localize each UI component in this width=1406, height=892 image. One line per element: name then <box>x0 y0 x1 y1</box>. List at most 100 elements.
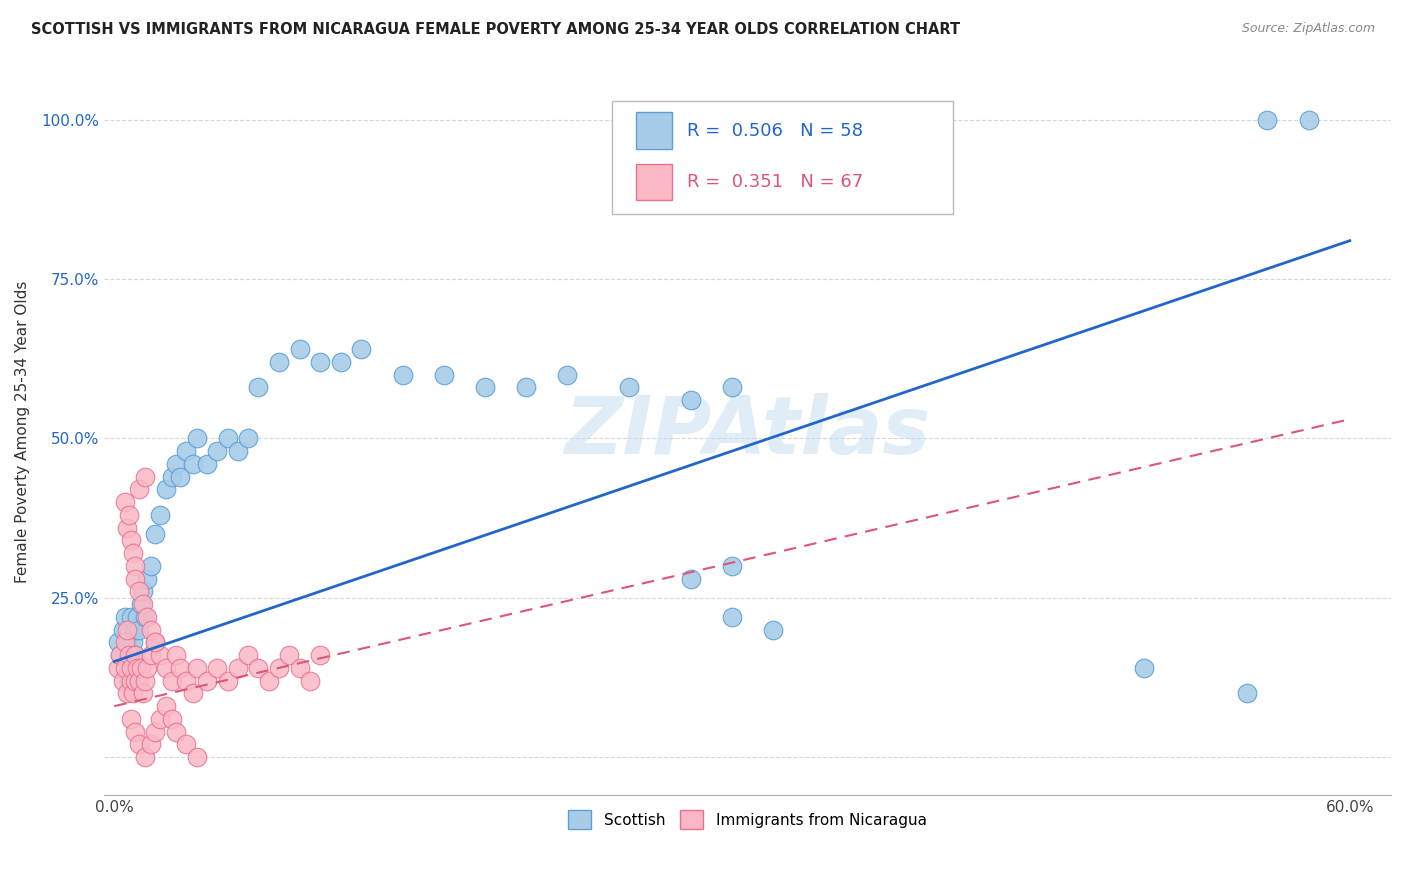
Point <box>124 724 146 739</box>
Point <box>350 342 373 356</box>
Point <box>176 738 198 752</box>
Point <box>120 673 142 688</box>
Text: R =  0.506   N = 58: R = 0.506 N = 58 <box>688 121 863 139</box>
Point <box>124 648 146 662</box>
Point <box>195 673 218 688</box>
Point <box>1236 686 1258 700</box>
Text: Source: ZipAtlas.com: Source: ZipAtlas.com <box>1241 22 1375 36</box>
Point <box>236 648 259 662</box>
Point <box>236 431 259 445</box>
Point <box>679 393 702 408</box>
Text: SCOTTISH VS IMMIGRANTS FROM NICARAGUA FEMALE POVERTY AMONG 25-34 YEAR OLDS CORRE: SCOTTISH VS IMMIGRANTS FROM NICARAGUA FE… <box>31 22 960 37</box>
Point <box>115 655 138 669</box>
Point <box>121 546 143 560</box>
Point <box>267 661 290 675</box>
Point <box>278 648 301 662</box>
Point <box>128 483 150 497</box>
Point <box>120 533 142 548</box>
Point <box>145 527 167 541</box>
Point <box>136 610 159 624</box>
Point <box>114 661 136 675</box>
Point <box>165 648 187 662</box>
FancyBboxPatch shape <box>636 164 672 201</box>
Point <box>114 495 136 509</box>
Point <box>128 623 150 637</box>
Point <box>107 661 129 675</box>
Point <box>195 457 218 471</box>
Point <box>155 699 177 714</box>
Point <box>141 648 163 662</box>
Point <box>118 623 141 637</box>
Point <box>136 661 159 675</box>
Point <box>129 597 152 611</box>
Point <box>155 661 177 675</box>
Point <box>762 623 785 637</box>
Point <box>125 610 148 624</box>
Point <box>134 469 156 483</box>
Point <box>115 520 138 534</box>
Point <box>111 623 134 637</box>
Point <box>165 724 187 739</box>
Point <box>134 610 156 624</box>
Point <box>121 686 143 700</box>
Point <box>118 508 141 522</box>
Point <box>120 661 142 675</box>
Point <box>160 712 183 726</box>
Point <box>115 686 138 700</box>
Point <box>132 584 155 599</box>
Point <box>141 738 163 752</box>
Point <box>136 572 159 586</box>
Point <box>181 457 204 471</box>
Point <box>207 661 229 675</box>
Point <box>129 661 152 675</box>
Text: R =  0.351   N = 67: R = 0.351 N = 67 <box>688 173 863 192</box>
Point <box>226 444 249 458</box>
Point <box>114 661 136 675</box>
Point <box>124 623 146 637</box>
Point <box>125 661 148 675</box>
FancyBboxPatch shape <box>613 101 953 214</box>
Point <box>207 444 229 458</box>
Point <box>120 648 142 662</box>
Point <box>134 673 156 688</box>
Point <box>217 673 239 688</box>
Point <box>617 380 640 394</box>
Point <box>1298 112 1320 127</box>
Point <box>309 648 332 662</box>
Point <box>128 738 150 752</box>
Point <box>145 635 167 649</box>
Point <box>721 558 744 573</box>
Text: ZIPAtlas: ZIPAtlas <box>564 393 931 471</box>
Point <box>721 610 744 624</box>
Point <box>124 558 146 573</box>
Point <box>115 623 138 637</box>
FancyBboxPatch shape <box>636 112 672 149</box>
Point <box>298 673 321 688</box>
Point <box>391 368 413 382</box>
Point <box>267 355 290 369</box>
Point <box>141 623 163 637</box>
Point <box>132 686 155 700</box>
Point <box>474 380 496 394</box>
Point <box>226 661 249 675</box>
Point <box>120 712 142 726</box>
Point <box>176 673 198 688</box>
Point <box>148 508 170 522</box>
Point <box>329 355 352 369</box>
Point <box>217 431 239 445</box>
Point <box>118 648 141 662</box>
Point <box>186 750 208 764</box>
Point <box>721 380 744 394</box>
Point <box>110 648 132 662</box>
Point <box>148 648 170 662</box>
Point <box>160 673 183 688</box>
Point <box>247 380 270 394</box>
Point <box>128 673 150 688</box>
Point <box>433 368 456 382</box>
Point <box>115 635 138 649</box>
Point <box>186 661 208 675</box>
Point <box>181 686 204 700</box>
Point <box>124 648 146 662</box>
Point <box>145 724 167 739</box>
Point <box>247 661 270 675</box>
